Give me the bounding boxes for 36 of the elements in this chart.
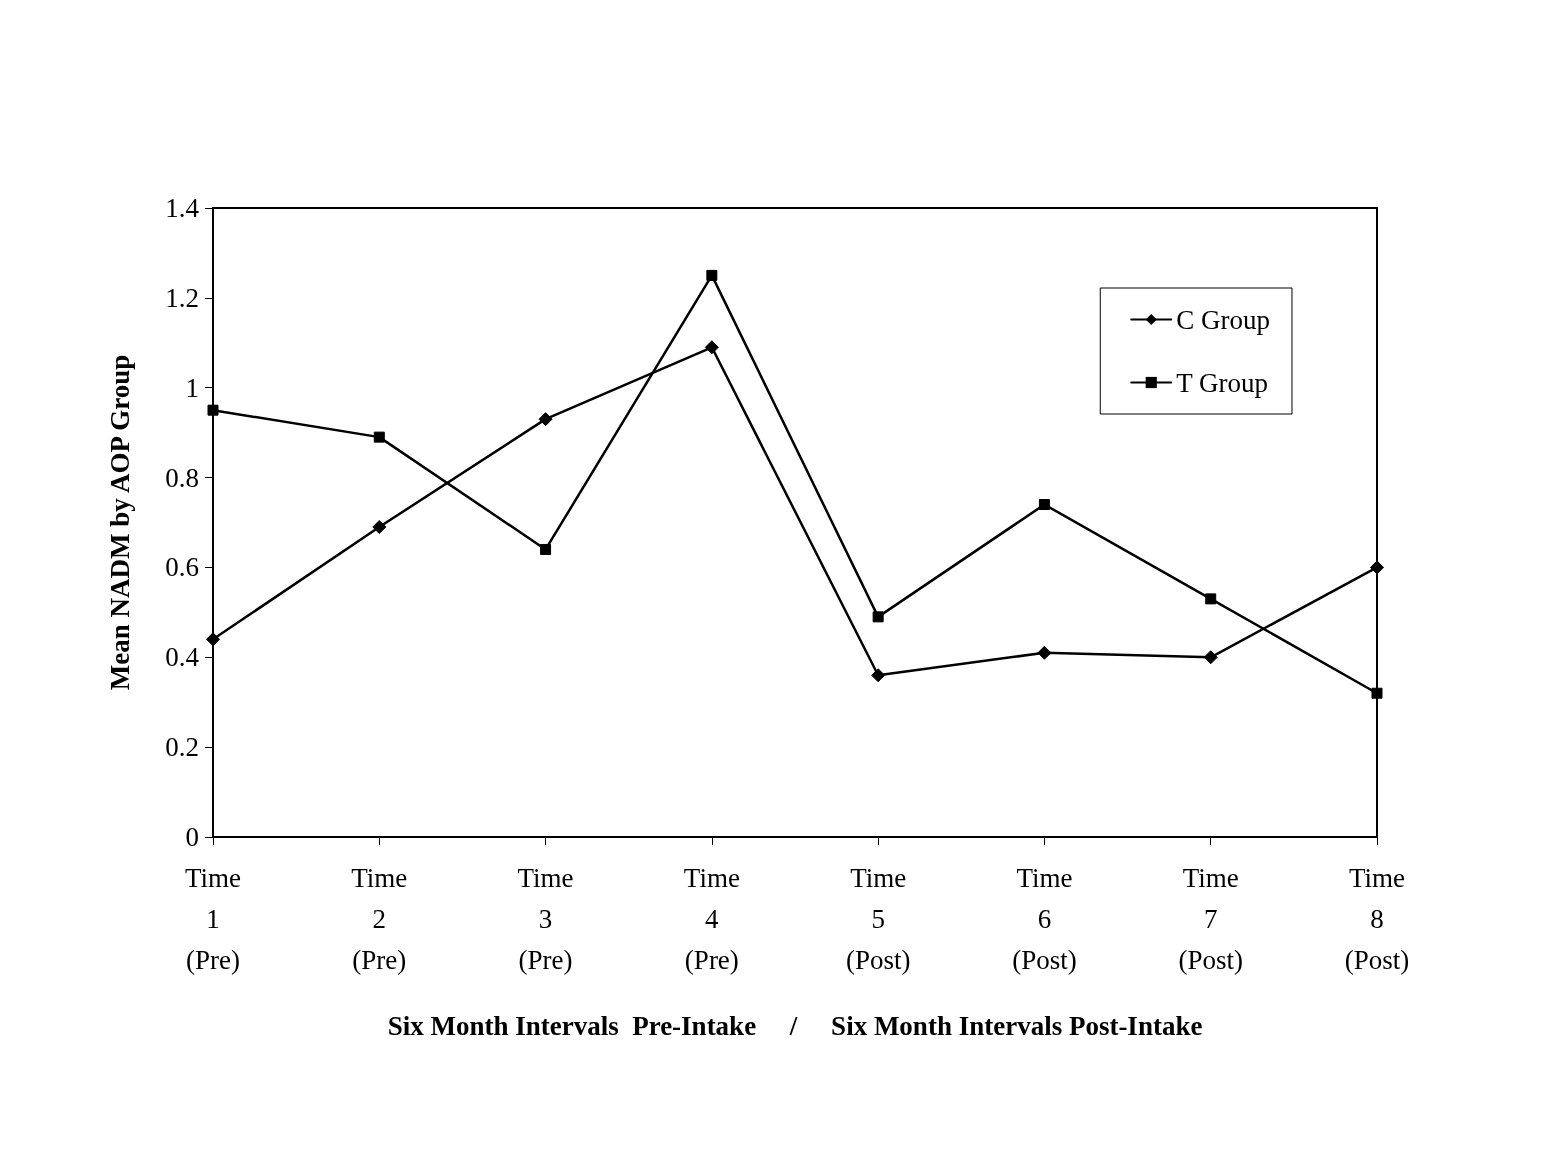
point <box>206 632 220 647</box>
point <box>871 668 886 683</box>
point <box>1371 687 1383 699</box>
x-tick-label: Time 8 (Post) <box>1344 862 1410 975</box>
x-tick-label: Time 1 (Pre) <box>184 862 242 975</box>
point <box>1037 645 1052 660</box>
point <box>704 340 719 355</box>
y-tick-label: 0 <box>185 822 199 852</box>
x-axis-title: Six Month Intervals Pre-Intake / Six Month Intervals Post-Intake <box>387 1010 1203 1041</box>
y-axis-title: Mean NADM by AOP Group <box>104 354 135 691</box>
y-tick-label: 1.4 <box>165 193 200 223</box>
point <box>706 269 718 281</box>
point <box>1205 593 1217 605</box>
y-tick-label: 1.2 <box>165 282 199 313</box>
point <box>538 412 553 427</box>
point <box>372 519 387 534</box>
y-tick-label: 1 <box>185 372 199 403</box>
point <box>1203 650 1218 665</box>
point <box>373 431 385 443</box>
x-tick-label: Time 3 (Pre) <box>517 862 574 975</box>
x-tick-label: Time 5 (Post) <box>845 862 911 975</box>
point <box>1038 499 1050 511</box>
x-tick-label: Time 6 (Post) <box>1012 862 1077 975</box>
point <box>540 543 552 555</box>
y-tick-label: 0.2 <box>165 732 199 763</box>
y-tick-label: 0.8 <box>165 462 199 493</box>
x-tick-label: Time 2 (Pre) <box>351 862 408 975</box>
legend-label: C Group <box>1176 304 1270 335</box>
point <box>872 611 884 623</box>
legend-label: T Group <box>1176 367 1268 398</box>
point <box>207 404 219 416</box>
x-tick-label: Time 7 (Post) <box>1178 862 1243 975</box>
x-tick-label: Time 4 (Pre) <box>683 862 740 975</box>
y-tick-label: 0.6 <box>165 552 199 583</box>
point <box>1370 560 1384 575</box>
y-tick-label: 0.4 <box>165 642 200 673</box>
